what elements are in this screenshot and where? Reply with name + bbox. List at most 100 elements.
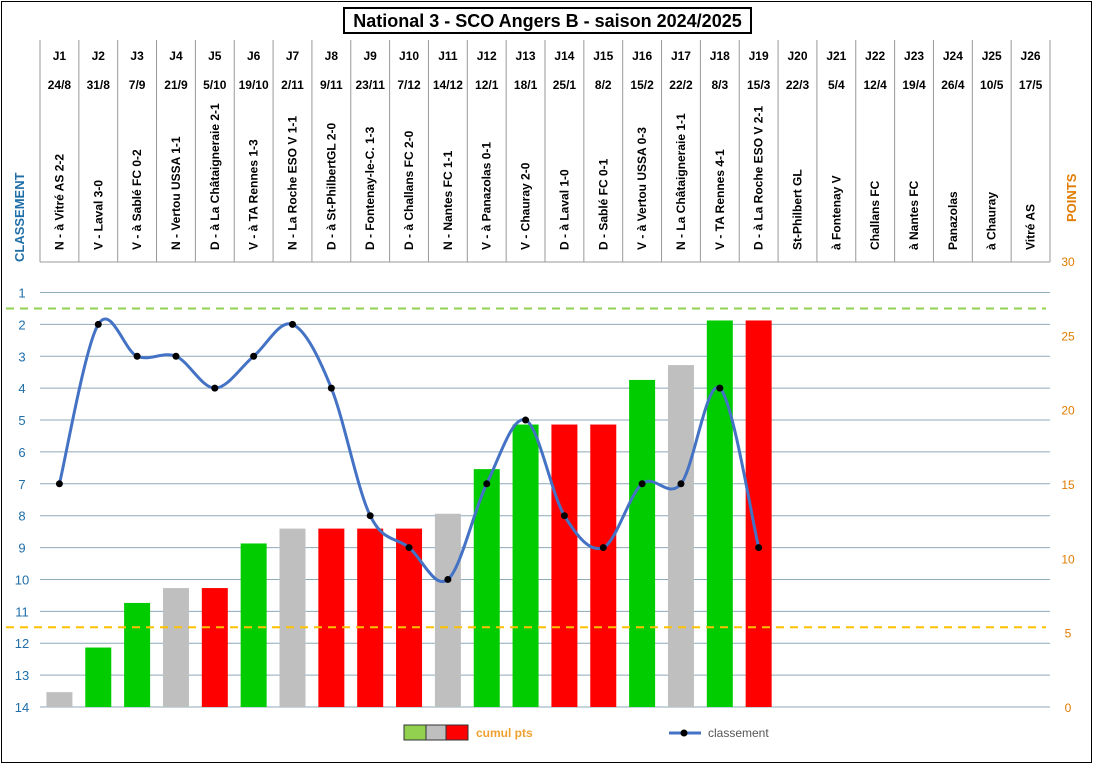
legend-line-marker [680, 729, 688, 737]
match-label: V - Laval 3-0 [91, 180, 105, 250]
classement-point-J1 [55, 480, 63, 488]
match-label: V - TA Rennes 4-1 [713, 149, 727, 250]
bar-cumul-pts-J10 [396, 528, 423, 707]
round-date: 19/4 [902, 78, 926, 92]
left-tick-label: 12 [15, 636, 29, 651]
left-tick-label: 9 [18, 541, 25, 556]
classement-point-J10 [405, 544, 413, 552]
match-label: N - La Roche ESO V 1-1 [286, 116, 300, 250]
left-tick-label: 11 [15, 604, 29, 619]
classement-point-J11 [444, 575, 452, 583]
right-tick-label: 20 [1061, 404, 1075, 418]
left-axis-title: CLASSEMENT [12, 172, 27, 262]
left-tick-label: 5 [18, 413, 25, 428]
round-label: J23 [904, 49, 924, 63]
classement-point-J14 [560, 512, 568, 520]
round-label: J12 [477, 49, 497, 63]
match-label: V - à TA Rennes 1-3 [247, 139, 261, 250]
left-tick-label: 13 [15, 668, 29, 683]
round-date: 15/3 [747, 78, 771, 92]
classement-point-J7 [289, 320, 296, 328]
round-date: 15/2 [630, 78, 654, 92]
match-label: V - à Vertou USSA 0-3 [635, 127, 649, 250]
match-label: N - Vertou USSA 1-1 [169, 136, 183, 250]
bar-cumul-pts-J1 [46, 692, 73, 707]
round-date: 18/1 [514, 78, 538, 92]
bar-cumul-pts-J18 [706, 320, 733, 707]
round-date: 21/9 [164, 78, 188, 92]
round-label: J13 [516, 49, 536, 63]
left-tick-label: 3 [18, 349, 25, 364]
round-date: 9/11 [320, 78, 343, 92]
bar-cumul-pts-J3 [124, 602, 151, 707]
round-date: 24/8 [48, 78, 72, 92]
round-label: J19 [749, 49, 769, 63]
round-label: J21 [826, 49, 846, 63]
classement-point-J18 [716, 384, 724, 392]
round-label: J18 [710, 49, 730, 63]
right-tick-label: 25 [1061, 329, 1075, 343]
round-label: J20 [787, 49, 807, 63]
round-label: J6 [247, 49, 261, 63]
match-label: N - Nantes FC 1-1 [441, 150, 455, 250]
bar-cumul-pts-J19 [745, 320, 772, 707]
bar-cumul-pts-J13 [512, 424, 539, 707]
bar-cumul-pts-J17 [667, 365, 694, 707]
left-tick-label: 7 [18, 477, 25, 492]
legend-swatch-win [403, 724, 427, 741]
round-date: 19/10 [239, 78, 269, 92]
match-label: D - à La Châtaigneraie 2-1 [208, 103, 222, 250]
bar-cumul-pts-J7 [279, 528, 306, 707]
bar-cumul-pts-J2 [85, 647, 112, 707]
left-tick-label: 6 [18, 445, 25, 460]
legend-swatch-loss [445, 724, 469, 741]
classement-point-J2 [94, 320, 102, 328]
match-label: à Fontenay V [829, 175, 843, 250]
round-date: 7/9 [129, 78, 146, 92]
right-tick-label: 5 [1065, 627, 1072, 641]
match-label: N - La Châtaigneraie 1-1 [674, 113, 688, 250]
left-tick-label: 10 [15, 572, 29, 587]
classement-point-J12 [483, 480, 491, 488]
match-label: St-Philbert GL [791, 169, 805, 250]
round-date: 26/4 [941, 78, 965, 92]
match-label: V - à Panazolas 0-1 [480, 142, 494, 250]
round-label: J11 [438, 49, 458, 63]
match-label: D - Sablé FC 0-1 [596, 158, 610, 250]
round-label: J26 [1021, 49, 1041, 63]
round-label: J7 [286, 49, 300, 63]
classement-point-J3 [133, 352, 141, 360]
match-label: V - à Sablé FC 0-2 [130, 149, 144, 250]
round-date: 17/5 [1019, 78, 1043, 92]
classement-point-J8 [327, 384, 335, 392]
match-label: D - à La Roche ESO V 2-1 [752, 106, 766, 250]
left-tick-label: 8 [18, 509, 25, 524]
chart-title: National 3 - SCO Angers B - saison 2024/… [343, 7, 752, 34]
bar-cumul-pts-J16 [629, 379, 656, 707]
right-axis-title: POINTS [1064, 173, 1079, 222]
round-label: J14 [554, 49, 574, 63]
match-label: N - à Vitré AS 2-2 [52, 154, 66, 250]
round-label: J16 [632, 49, 652, 63]
round-date: 14/12 [433, 78, 463, 92]
round-date: 8/3 [711, 78, 728, 92]
round-label: J3 [130, 49, 144, 63]
classement-point-J5 [211, 384, 219, 392]
round-label: J10 [399, 49, 419, 63]
bar-cumul-pts-J9 [357, 528, 384, 707]
round-label: J2 [92, 49, 106, 63]
round-label: J24 [943, 49, 963, 63]
round-label: J8 [325, 49, 339, 63]
right-tick-label: 30 [1061, 255, 1075, 269]
bar-cumul-pts-J6 [240, 543, 267, 707]
classement-point-J13 [522, 416, 530, 424]
legend-swatch-draw [425, 724, 447, 741]
bar-cumul-pts-J11 [434, 513, 461, 707]
round-date: 22/2 [669, 78, 693, 92]
round-date: 8/2 [595, 78, 612, 92]
classement-point-J15 [599, 544, 607, 552]
bar-cumul-pts-J4 [162, 588, 189, 707]
round-date: 22/3 [786, 78, 810, 92]
bar-cumul-pts-J5 [201, 588, 228, 707]
